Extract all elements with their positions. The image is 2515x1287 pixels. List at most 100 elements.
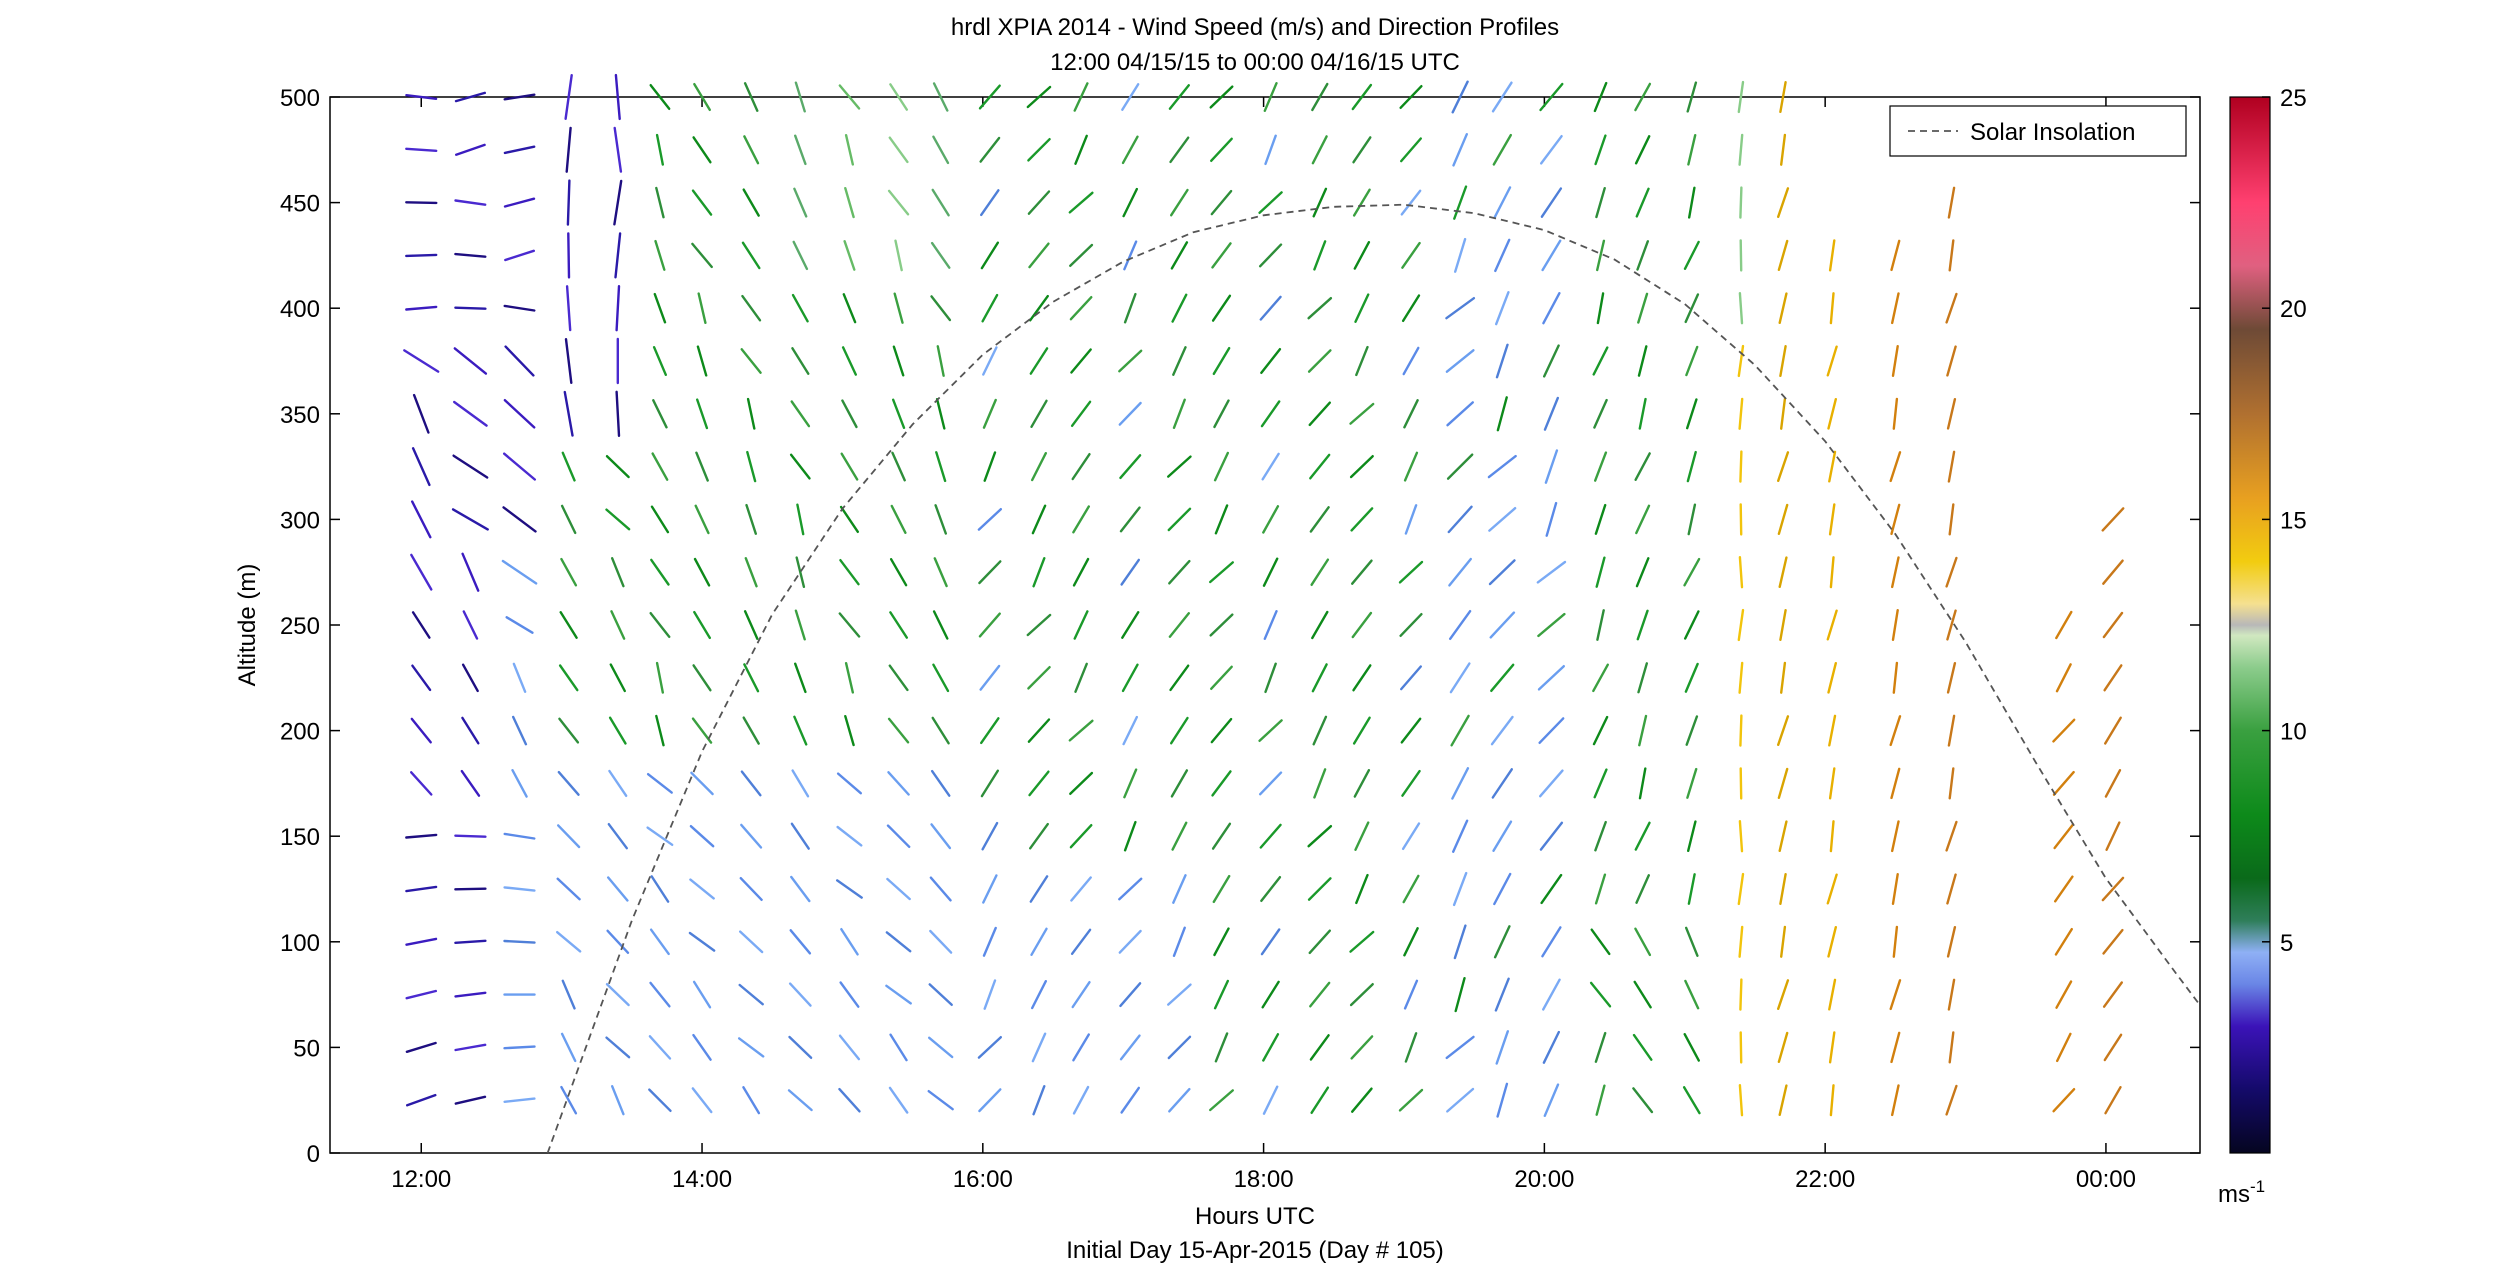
wind-barb: [1403, 927, 1419, 957]
wind-barb: [605, 1036, 631, 1059]
wind-barb: [1072, 557, 1090, 587]
wind-barb: [1637, 345, 1648, 377]
wind-barb: [1947, 714, 1956, 747]
wind-barb: [844, 715, 855, 747]
wind-barb: [980, 241, 999, 270]
wind-barb: [1349, 930, 1375, 953]
wind-barb: [1350, 559, 1373, 585]
wind-barb: [696, 345, 708, 377]
wind-barb: [405, 305, 438, 311]
wind-barb: [794, 609, 806, 641]
wind-barb: [739, 930, 764, 954]
wind-barb: [1828, 503, 1836, 536]
wind-barb: [649, 612, 671, 638]
wind-barb: [655, 133, 664, 166]
wind-barb: [1399, 84, 1423, 110]
wind-barb: [614, 73, 621, 121]
wind-barb: [405, 93, 438, 101]
wind-barb: [1890, 1084, 1900, 1117]
wind-barb: [614, 232, 622, 279]
wind-barb: [564, 338, 573, 384]
wind-barb: [1634, 821, 1651, 851]
wind-barb: [1890, 556, 1900, 589]
wind-barb: [1593, 768, 1608, 799]
wind-barb: [1545, 501, 1558, 537]
wind-barb: [689, 825, 715, 848]
wind-barb: [894, 239, 903, 272]
wind-barb: [1068, 191, 1094, 214]
x-tick-label: 20:00: [1514, 1166, 1574, 1193]
wind-barb: [931, 716, 950, 745]
wind-barb: [1399, 665, 1423, 691]
wind-barb: [1310, 558, 1330, 586]
wind-barb: [1168, 559, 1191, 585]
wind-barb: [839, 505, 859, 533]
wind-barb: [691, 242, 713, 269]
wind-barb: [567, 232, 571, 279]
wind-barb: [1070, 876, 1092, 902]
wind-barb: [1071, 981, 1091, 1009]
wind-barb: [689, 878, 715, 900]
wind-barb: [610, 610, 626, 640]
wind-barb: [1738, 820, 1744, 853]
wind-barb: [1028, 770, 1050, 797]
wind-barb: [1073, 82, 1089, 112]
wind-barb: [836, 825, 863, 847]
wind-barb: [1029, 875, 1049, 903]
wind-barb: [1312, 715, 1328, 746]
wind-barb: [650, 558, 670, 586]
wind-barb: [1828, 1031, 1836, 1064]
wind-barb: [1889, 715, 1902, 747]
wind-barb: [978, 560, 1002, 585]
wind-barb: [504, 249, 535, 262]
y-tick-label: 300: [280, 507, 320, 534]
wind-barb: [1543, 1083, 1560, 1118]
legend-label: Solar Insolation: [1970, 119, 2135, 146]
wind-barb: [1403, 979, 1419, 1010]
wind-barb: [563, 390, 574, 437]
wind-barb: [1313, 240, 1327, 271]
wind-barb: [1946, 609, 1957, 641]
wind-barb: [405, 201, 438, 205]
wind-barb: [1685, 398, 1698, 430]
wind-barb: [1448, 557, 1473, 587]
wind-barb: [1491, 81, 1513, 113]
wind-barb: [1353, 769, 1371, 798]
wind-barb: [648, 1035, 672, 1060]
wind-barb: [1778, 820, 1788, 852]
wind-barb: [1890, 239, 1901, 272]
wind-barb: [1590, 928, 1611, 956]
wind-barb: [1213, 451, 1230, 482]
wind-barb: [1493, 872, 1512, 906]
wind-barb: [979, 136, 1001, 163]
wind-barb: [1829, 292, 1835, 325]
wind-barb: [1592, 346, 1609, 376]
wind-barb: [1737, 344, 1745, 378]
wind-barb: [2102, 611, 2124, 639]
wind-barb: [1209, 85, 1234, 109]
wind-barb: [1258, 719, 1283, 742]
wind-barb: [1890, 292, 1900, 325]
wind-barb: [1828, 978, 1837, 1011]
wind-barb: [1635, 504, 1651, 535]
wind-barb: [888, 1086, 909, 1114]
wind-barb: [1449, 662, 1471, 694]
wind-barb: [1946, 926, 1957, 958]
y-tick-label: 250: [280, 613, 320, 640]
wind-barb: [742, 716, 760, 745]
wind-barb: [1169, 716, 1189, 745]
wind-barb: [1592, 715, 1609, 746]
wind-barb: [935, 398, 946, 430]
wind-barb: [1638, 714, 1648, 747]
wind-barb: [503, 197, 536, 208]
wind-barb: [1542, 292, 1561, 325]
y-tick-label: 150: [280, 824, 320, 851]
wind-barb: [608, 716, 627, 745]
wind-barb: [1069, 296, 1093, 321]
wind-barb: [1213, 927, 1230, 957]
wind-barb: [1166, 455, 1192, 478]
wind-barb: [405, 147, 438, 153]
colorbar-tick-label: 15: [2280, 507, 2307, 534]
wind-barb: [1258, 771, 1283, 796]
wind-barb: [1594, 503, 1607, 535]
